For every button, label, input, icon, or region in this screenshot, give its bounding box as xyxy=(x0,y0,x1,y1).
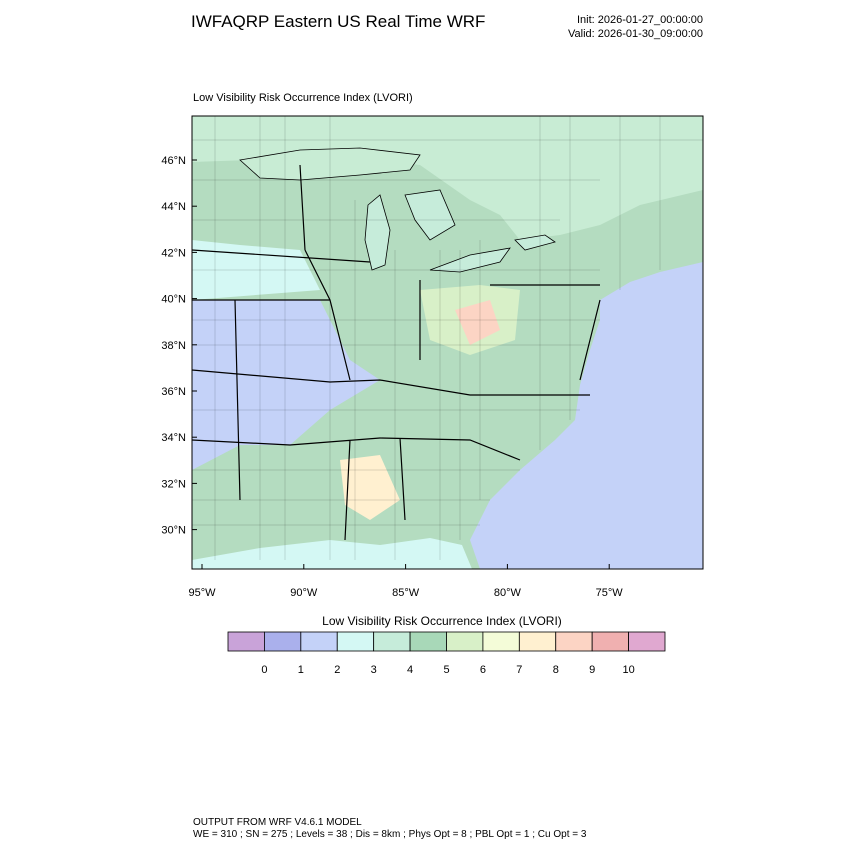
colorbar-label: 3 xyxy=(371,664,377,676)
colorbar-box xyxy=(482,631,520,652)
high-index-region xyxy=(455,300,500,345)
colorbar-box xyxy=(555,631,593,652)
colorbar-label: 6 xyxy=(480,664,486,676)
lake-michigan xyxy=(364,194,391,271)
colorbar-box xyxy=(227,631,265,652)
map-frame xyxy=(191,115,704,570)
colorbar-label: 9 xyxy=(589,664,595,676)
colorbar-label: 1 xyxy=(298,664,304,676)
lon-label: 75°W xyxy=(596,587,624,599)
lat-labels: 46°N 44°N 42°N 40°N 38°N 36°N 34°N 32°N 30°N xyxy=(161,155,197,537)
colorbar-box xyxy=(264,631,302,652)
lat-label: 42°N xyxy=(161,247,186,259)
colorbar-box xyxy=(336,631,375,652)
valid-time: Valid: 2026-01-30_09:00:00 xyxy=(568,28,703,40)
colorbar-box xyxy=(518,631,557,652)
low-index-region xyxy=(192,240,320,300)
lat-label: 32°N xyxy=(161,478,186,490)
footer-line: WE = 310 ; SN = 275 ; Levels = 38 ; Dis … xyxy=(193,829,587,840)
lon-label: 80°W xyxy=(494,587,522,599)
lat-label: 30°N xyxy=(161,525,186,537)
colorbar-label: 2 xyxy=(334,664,340,676)
lake-ontario xyxy=(514,234,556,251)
init-time: Init: 2026-01-27_00:00:00 xyxy=(577,14,703,26)
map xyxy=(192,116,703,569)
lat-label: 40°N xyxy=(161,294,186,306)
county-lines xyxy=(192,116,703,560)
lat-label: 34°N xyxy=(161,432,186,444)
gulf xyxy=(192,538,472,569)
lat-label: 38°N xyxy=(161,340,186,352)
title: IWFAQRP Eastern US Real Time WRF xyxy=(191,12,485,31)
colorbar-title: Low Visibility Risk Occurrence Index (LV… xyxy=(322,614,562,628)
colorbar-box xyxy=(409,631,447,652)
lon-label: 90°W xyxy=(290,587,318,599)
footer-line: OUTPUT FROM WRF V4.6.1 MODEL xyxy=(193,817,362,828)
colorbar-label: 4 xyxy=(407,664,413,676)
atlantic xyxy=(470,262,703,569)
colorbar-label: 7 xyxy=(516,664,522,676)
canada xyxy=(192,116,703,240)
colorbar-box xyxy=(373,631,411,652)
mid-index-region xyxy=(340,455,400,520)
lake-superior xyxy=(239,147,421,181)
low-index-region xyxy=(192,300,380,470)
colorbar: 0 1 2 3 4 5 6 7 8 9 10 xyxy=(227,631,666,676)
lon-label: 85°W xyxy=(392,587,420,599)
colorbar-label: 5 xyxy=(443,664,449,676)
lat-label: 36°N xyxy=(161,386,186,398)
colorbar-box xyxy=(591,631,629,652)
colorbar-box xyxy=(300,631,338,652)
lat-label: 44°N xyxy=(161,201,186,213)
lon-labels: 95°W 90°W 85°W 80°W 75°W xyxy=(188,564,623,599)
lat-label: 46°N xyxy=(161,155,186,167)
map-title: Low Visibility Risk Occurrence Index (LV… xyxy=(193,92,413,104)
colorbar-box xyxy=(628,631,666,652)
colorbar-label: 0 xyxy=(261,664,267,676)
colorbar-label: 10 xyxy=(622,664,634,676)
lake-huron xyxy=(404,189,456,241)
colorbar-label: 8 xyxy=(553,664,559,676)
lake-erie xyxy=(429,247,511,273)
colorbar-box xyxy=(446,631,484,652)
state-borders xyxy=(192,164,601,541)
lon-label: 95°W xyxy=(188,587,216,599)
